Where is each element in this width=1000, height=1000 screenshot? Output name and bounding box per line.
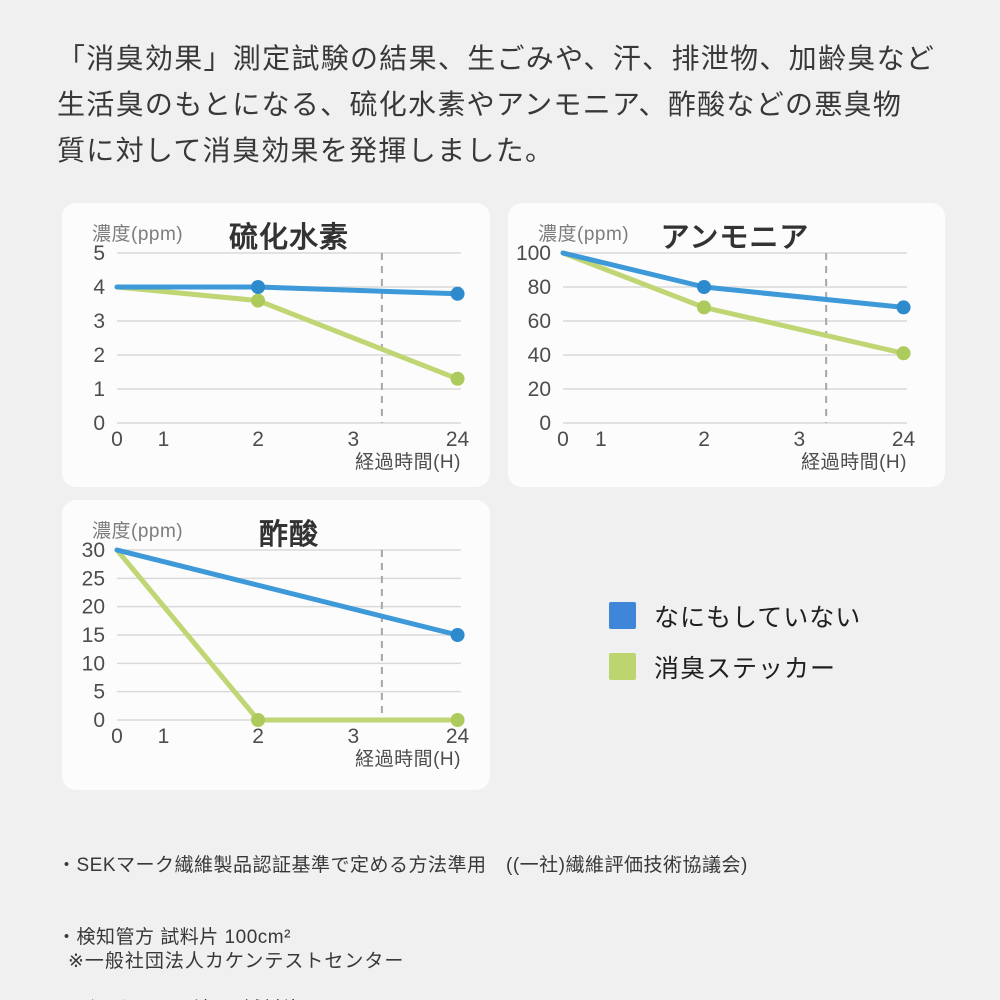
x-tick-label: 0 — [111, 428, 123, 451]
x-tick-label: 24 — [446, 428, 470, 451]
y-axis-unit-label: 濃度(ppm) — [92, 521, 184, 542]
data-point-dot — [896, 300, 911, 315]
data-point-dot — [450, 286, 465, 301]
x-axis-unit-label: 経過時間(H) — [355, 749, 461, 770]
y-tick-label: 40 — [528, 344, 551, 367]
footnote-line: ・SEKマーク繊維製品認証基準で定める方法準用 ((一社)繊維評価技術協議会) — [57, 855, 748, 876]
x-tick-label: 2 — [252, 725, 264, 748]
x-tick-label: 24 — [892, 428, 916, 451]
data-point-dot — [251, 713, 266, 727]
series-line — [114, 547, 461, 638]
data-point-dot — [251, 293, 266, 308]
y-tick-label: 5 — [93, 681, 105, 704]
y-tick-label: 100 — [516, 242, 551, 265]
intro-line: 生活臭のもとになる、硫化水素やアンモニア、酢酸などの悪臭物 — [57, 89, 903, 120]
chart-title: 硫化水素 — [228, 222, 349, 254]
data-point-dot — [450, 713, 465, 727]
y-tick-label: 20 — [528, 378, 551, 401]
y-tick-label: 80 — [528, 276, 551, 299]
legend: なにもしていない 消臭ステッカー — [609, 602, 861, 704]
y-axis-unit-label: 濃度(ppm) — [92, 224, 184, 245]
y-tick-label: 10 — [82, 652, 105, 675]
footnotes: ・SEKマーク繊維製品認証基準で定める方法準用 ((一社)繊維評価技術協議会) … — [57, 806, 834, 1000]
hydrogen-sulfide-chart: 0 1 2 3 4 5 0 1 2 3 24 — [93, 242, 470, 451]
y-tick-label: 0 — [539, 412, 551, 435]
x-tick-label: 0 — [557, 428, 569, 451]
series-line — [560, 250, 907, 310]
data-point-dot — [450, 628, 465, 642]
x-axis-unit-label: 経過時間(H) — [355, 452, 461, 473]
legend-swatch-blue — [609, 602, 636, 629]
legend-label: なにもしていない — [654, 603, 862, 632]
x-tick-label: 2 — [698, 428, 710, 451]
x-tick-label: 24 — [446, 725, 470, 748]
chart-title: 酢酸 — [258, 519, 319, 551]
x-tick-label: 3 — [347, 428, 359, 451]
y-tick-label: 0 — [93, 412, 105, 435]
intro-line: 「消臭効果」測定試験の結果、生ごみや、汗、排泄物、加齢臭など — [57, 43, 936, 74]
chart-title: アンモニア — [660, 222, 810, 254]
intro-paragraph: 「消臭効果」測定試験の結果、生ごみや、汗、排泄物、加齢臭など 生活臭のもとになる… — [57, 36, 935, 174]
intro-line: 質に対して消臭効果を発揮しました。 — [57, 135, 555, 166]
x-axis-unit-label: 経過時間(H) — [801, 452, 907, 473]
ammonia-chart: 0 20 40 60 80 100 0 1 2 3 24 — [516, 242, 916, 451]
y-tick-label: 5 — [93, 242, 105, 265]
y-tick-label: 1 — [93, 378, 105, 401]
footnote-line: ・検知管方 試料片 100cm² — [57, 927, 291, 948]
x-tick-label: 1 — [158, 725, 170, 748]
y-tick-label: 0 — [93, 709, 105, 732]
y-tick-label: 25 — [82, 567, 105, 590]
legend-item-deodorant-sticker: 消臭ステッカー — [609, 653, 861, 683]
y-tick-label: 20 — [82, 596, 105, 619]
y-tick-label: 3 — [93, 310, 105, 333]
y-tick-label: 60 — [528, 310, 551, 333]
chart-card-acetic-acid: 0 5 10 15 20 25 30 0 1 2 3 24 濃度(ppm) 酢酸 経過時間(H) — [62, 500, 490, 790]
x-tick-label: 1 — [595, 428, 607, 451]
series-line — [114, 284, 461, 382]
y-tick-label: 30 — [82, 539, 105, 562]
y-tick-label: 15 — [82, 624, 105, 647]
chart-card-ammonia: 0 20 40 60 80 100 0 1 2 3 24 濃度(ppm) アンモニア 経過時間(H) — [508, 203, 945, 487]
x-tick-label: 2 — [252, 428, 264, 451]
chart-card-hydrogen-sulfide: 0 1 2 3 4 5 0 1 2 3 24 濃度(ppm) 硫化水素 経過時間(H) — [62, 203, 490, 487]
x-tick-label: 1 — [158, 428, 170, 451]
data-point-dot — [251, 280, 266, 294]
x-tick-label: 3 — [347, 725, 359, 748]
legend-swatch-green — [609, 653, 636, 680]
y-tick-label: 2 — [93, 344, 105, 367]
x-tick-label: 3 — [793, 428, 805, 451]
legend-item-untreated: なにもしていない — [609, 602, 861, 632]
data-point-dot — [450, 371, 465, 386]
x-tick-label: 0 — [111, 725, 123, 748]
data-point-dot — [697, 280, 712, 294]
legend-label: 消臭ステッカー — [654, 654, 837, 683]
data-point-dot — [697, 300, 712, 315]
y-tick-label: 4 — [93, 276, 105, 299]
y-axis-unit-label: 濃度(ppm) — [538, 224, 630, 245]
source-note: ※一般社団法人カケンテストセンター — [68, 951, 405, 972]
data-point-dot — [896, 346, 911, 361]
